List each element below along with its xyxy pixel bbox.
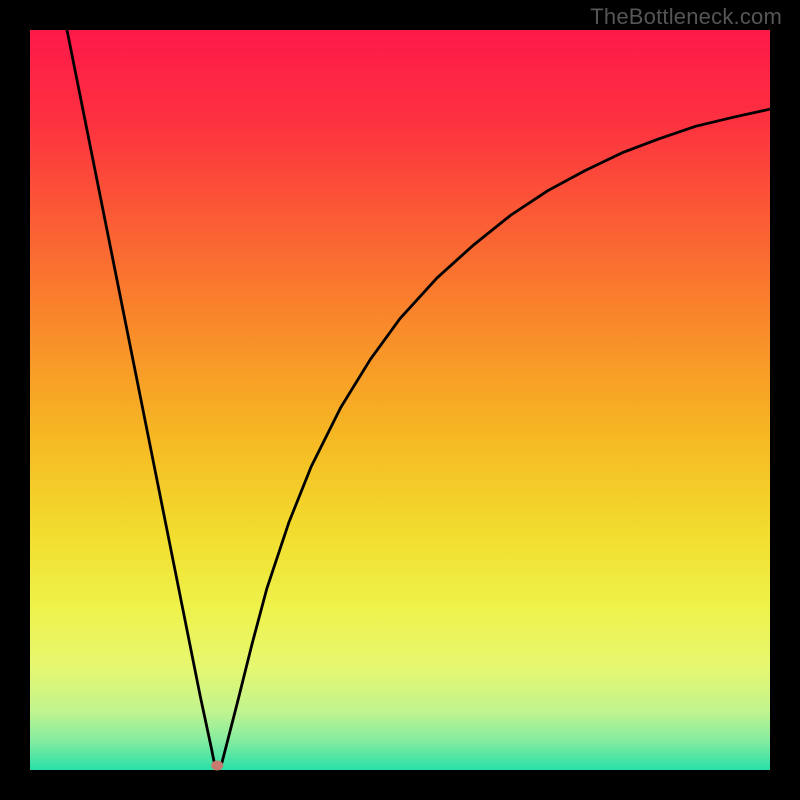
- chart-svg: [0, 0, 800, 800]
- bottleneck-chart: TheBottleneck.com: [0, 0, 800, 800]
- watermark-text: TheBottleneck.com: [590, 4, 782, 30]
- minimum-point-marker: [211, 761, 223, 771]
